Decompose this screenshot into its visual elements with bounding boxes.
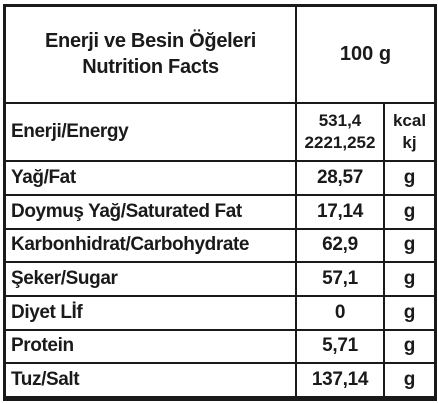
table-row: Yağ/Fat 28,57 g <box>4 160 436 196</box>
nutrient-label: Tuz/Salt <box>4 362 297 398</box>
nutrient-unit: g <box>383 294 436 331</box>
energy-values-cell: 531,4 2221,252 <box>295 101 385 163</box>
nutrient-label: Karbonhidrat/Carbohydrate <box>4 227 297 264</box>
nutrition-facts-table: Enerji ve Besin Öğeleri Nutrition Facts … <box>4 5 436 398</box>
table-row: Doymuş Yağ/Saturated Fat 17,14 g <box>4 193 436 230</box>
nutrient-value: 17,14 <box>295 193 385 230</box>
nutrient-value: 0 <box>295 294 385 331</box>
table-row: Şeker/Sugar 57,1 g <box>4 261 436 297</box>
energy-unit-kj: kj <box>402 133 417 153</box>
nutrient-label: Şeker/Sugar <box>4 261 297 297</box>
header-row: Enerji ve Besin Öğeleri Nutrition Facts … <box>4 5 436 104</box>
nutrient-label: Protein <box>4 328 297 365</box>
energy-units-cell: kcal kj <box>383 101 436 163</box>
nutrient-value: 5,71 <box>295 328 385 365</box>
nutrient-unit: g <box>383 193 436 230</box>
energy-value-kj: 2221,252 <box>304 133 376 153</box>
nutrient-unit: g <box>383 328 436 365</box>
energy-label: Enerji/Energy <box>4 101 297 163</box>
table-row: Diyet Lİf 0 g <box>4 294 436 331</box>
nutrient-label: Diyet Lİf <box>4 294 297 331</box>
energy-row: Enerji/Energy 531,4 2221,252 kcal kj <box>4 101 436 163</box>
header-title-line1: Enerji ve Besin Öğeleri <box>45 30 256 53</box>
header-title-line2: Nutrition Facts <box>82 56 219 79</box>
nutrient-label: Doymuş Yağ/Saturated Fat <box>4 193 297 230</box>
energy-unit-kcal: kcal <box>392 111 427 131</box>
nutrient-unit: g <box>383 160 436 196</box>
table-row: Karbonhidrat/Carbohydrate 62,9 g <box>4 227 436 264</box>
nutrient-unit: g <box>383 362 436 398</box>
header-title-cell: Enerji ve Besin Öğeleri Nutrition Facts <box>4 5 297 104</box>
nutrient-unit: g <box>383 261 436 297</box>
energy-value-kcal: 531,4 <box>318 111 362 131</box>
nutrient-label: Yağ/Fat <box>4 160 297 196</box>
nutrient-unit: g <box>383 227 436 264</box>
nutrient-value: 57,1 <box>295 261 385 297</box>
table-row: Protein 5,71 g <box>4 328 436 365</box>
nutrient-value: 62,9 <box>295 227 385 264</box>
header-amount: 100 g <box>295 5 436 104</box>
table-row: Tuz/Salt 137,14 g <box>4 362 436 398</box>
nutrient-value: 28,57 <box>295 160 385 196</box>
nutrient-value: 137,14 <box>295 362 385 398</box>
